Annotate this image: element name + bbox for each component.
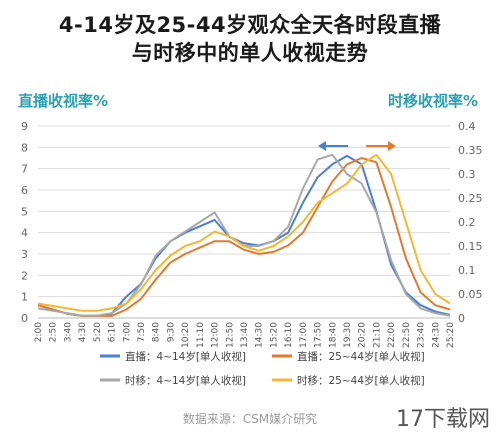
x-tick-label: 5:20 xyxy=(93,322,103,342)
data-source: 数据来源：CSM媒介研究 xyxy=(182,412,318,426)
x-tick-label: 16:10 xyxy=(284,322,294,348)
right-tick-label: 0 xyxy=(458,312,465,325)
right-tick-label: 0.2 xyxy=(458,216,476,229)
x-tick-label: 22:00 xyxy=(387,322,397,348)
x-tick-label: 7:50 xyxy=(137,322,147,342)
right-axis-label: 时移收视率% xyxy=(387,92,478,110)
series-lines xyxy=(37,153,451,317)
legend-label: 时移：4~14岁[单人收视] xyxy=(125,374,246,387)
x-tick-label: 7:00 xyxy=(122,322,132,342)
x-tick-label: 10:20 xyxy=(181,322,191,348)
arrow-right-head xyxy=(388,141,396,151)
left-tick-labels: 0 1 2 3 4 5 6 7 8 9 xyxy=(21,120,28,325)
right-tick-label: 0.3 xyxy=(458,168,476,181)
x-tick-label: 15:20 xyxy=(269,322,279,348)
x-tick-label: 8:40 xyxy=(152,322,162,342)
series-line xyxy=(37,154,451,317)
x-tick-label: 23:40 xyxy=(417,322,427,348)
left-tick-label: 8 xyxy=(21,141,28,154)
left-tick-label: 3 xyxy=(21,248,28,261)
series-line xyxy=(37,157,451,317)
left-tick-label: 2 xyxy=(21,269,28,282)
x-tick-label: 24:30 xyxy=(431,322,441,348)
watermark: 17下载网 xyxy=(396,407,490,432)
x-tick-label: 17:00 xyxy=(299,322,309,348)
legend: 直播：4~14岁[单人收视] 直播：25~44岁[单人收视] 时移：4~14岁[单人… xyxy=(100,350,425,387)
legend-label: 直播：4~14岁[单人收视] xyxy=(125,350,246,363)
x-tick-label: 2:00 xyxy=(34,322,44,342)
right-tick-label: 0.05 xyxy=(458,288,483,301)
chart-title-line1: 4-14岁及25-44岁观众全天各时段直播 xyxy=(58,13,442,37)
x-tick-label: 13:40 xyxy=(240,322,250,348)
series-line xyxy=(37,153,451,312)
x-tick-label: 12:00 xyxy=(211,322,221,348)
left-tick-label: 0 xyxy=(21,312,28,325)
x-tick-label: 2:50 xyxy=(49,322,59,342)
x-tick-label: 4:30 xyxy=(78,322,88,342)
x-tick-labels: 2:00 2:50 3:40 4:30 5:20 6:10 7:00 7:50 8:40 9:30… xyxy=(34,322,456,348)
x-tick-label: 12:50 xyxy=(225,322,235,348)
x-tick-label: 19:30 xyxy=(343,322,353,348)
legend-label: 直播：25~44岁[单人收视] xyxy=(297,350,425,363)
x-tick-label: 25:20 xyxy=(446,322,456,348)
left-tick-label: 6 xyxy=(21,184,28,197)
right-tick-label: 0.35 xyxy=(458,144,483,157)
arrow-left-head xyxy=(318,141,326,151)
x-tick-label: 20:20 xyxy=(358,322,368,348)
legend-label: 时移：25~44岁[单人收视] xyxy=(297,374,425,387)
left-axis-label: 直播收视率% xyxy=(18,92,109,110)
x-tick-label: 11:10 xyxy=(196,322,206,348)
right-tick-label: 0.1 xyxy=(458,264,476,277)
x-tick-label: 18:40 xyxy=(328,322,338,348)
chart-title-line2: 与时移中的单人收视走势 xyxy=(131,41,369,65)
left-tick-label: 9 xyxy=(21,120,28,133)
x-tick-label: 22:50 xyxy=(402,322,412,348)
x-tick-label: 17:50 xyxy=(314,322,324,348)
series-line xyxy=(37,153,451,317)
x-tick-label: 9:30 xyxy=(166,322,176,342)
right-tick-labels: 0 0.05 0.1 0.15 0.2 0.25 0.3 0.35 0.4 xyxy=(458,120,483,325)
left-tick-label: 7 xyxy=(21,163,28,176)
right-tick-label: 0.15 xyxy=(458,240,483,253)
right-tick-label: 0.4 xyxy=(458,120,476,133)
x-tick-label: 3:40 xyxy=(63,322,73,342)
left-tick-label: 5 xyxy=(21,205,28,218)
gridlines xyxy=(38,125,450,319)
annotation-arrows xyxy=(318,141,396,151)
left-tick-label: 1 xyxy=(21,291,28,304)
x-tick-label: 14:30 xyxy=(255,322,265,348)
right-tick-label: 0.25 xyxy=(458,192,483,205)
x-tick-label: 6:10 xyxy=(108,322,118,342)
left-tick-label: 4 xyxy=(21,227,28,240)
x-tick-label: 21:10 xyxy=(372,322,382,348)
